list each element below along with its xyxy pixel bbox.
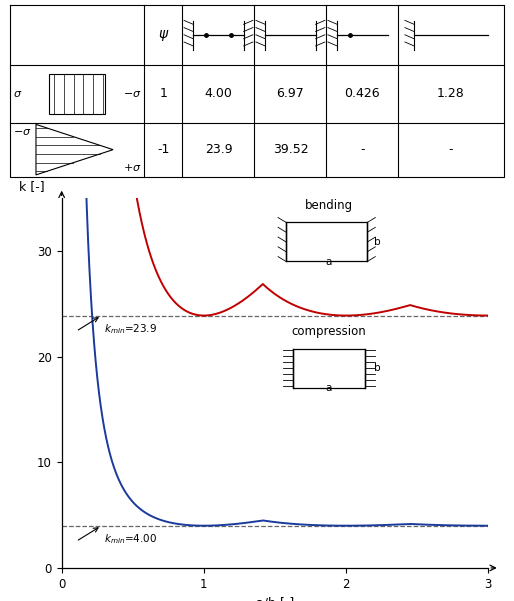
Text: $k_{min}$=23.9: $k_{min}$=23.9 xyxy=(104,322,157,336)
Text: 6.97: 6.97 xyxy=(277,87,304,100)
Bar xyxy=(293,349,365,388)
Text: $-\sigma$: $-\sigma$ xyxy=(13,127,31,136)
Text: compression: compression xyxy=(291,325,366,338)
Text: $\sigma$: $\sigma$ xyxy=(13,89,22,99)
Text: 39.52: 39.52 xyxy=(272,143,308,156)
Text: $-\sigma$: $-\sigma$ xyxy=(123,89,141,99)
Text: $+\sigma$: $+\sigma$ xyxy=(123,162,141,173)
Text: b: b xyxy=(374,237,381,247)
Text: k [-]: k [-] xyxy=(19,180,45,193)
Text: -: - xyxy=(360,143,364,156)
Text: 1: 1 xyxy=(159,87,167,100)
Text: -1: -1 xyxy=(157,143,170,156)
Text: $\psi$: $\psi$ xyxy=(157,28,169,43)
Text: $k_{min}$=4.00: $k_{min}$=4.00 xyxy=(104,532,157,546)
Text: 0.426: 0.426 xyxy=(344,87,380,100)
Text: 1.28: 1.28 xyxy=(437,87,465,100)
Text: bending: bending xyxy=(305,199,353,212)
Text: b: b xyxy=(374,364,381,373)
Text: a: a xyxy=(326,383,332,393)
Text: 4.00: 4.00 xyxy=(205,87,232,100)
Text: -: - xyxy=(449,143,453,156)
Bar xyxy=(49,74,105,114)
Text: 23.9: 23.9 xyxy=(205,143,232,156)
X-axis label: a/b [-]: a/b [-] xyxy=(256,596,294,601)
Text: a: a xyxy=(326,257,332,267)
Bar xyxy=(286,222,368,261)
